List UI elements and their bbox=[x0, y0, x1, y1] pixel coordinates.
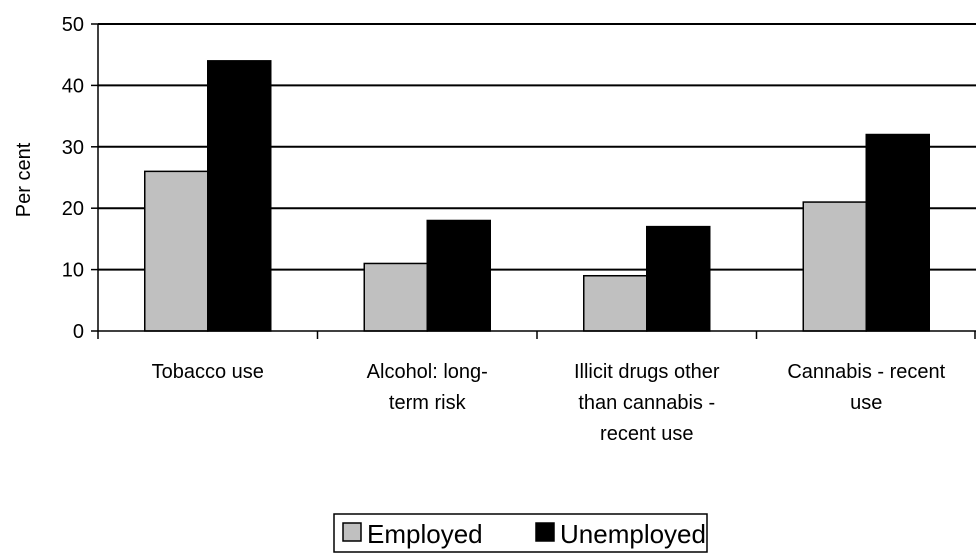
category-label: Cannabis - recent use bbox=[787, 361, 945, 414]
legend-swatch-employed bbox=[342, 522, 362, 542]
y-tick-label: 0 bbox=[73, 321, 84, 343]
y-axis-title: Per cent bbox=[13, 142, 35, 217]
y-tick-label: 10 bbox=[62, 260, 84, 282]
bar-unemployed bbox=[646, 225, 711, 332]
y-tick-label: 20 bbox=[62, 198, 84, 220]
axes bbox=[97, 24, 976, 339]
bar-unemployed bbox=[865, 133, 930, 332]
legend-label-unemployed: Unemployed bbox=[560, 519, 706, 549]
legend-label-employed: Employed bbox=[367, 519, 483, 549]
category-labels: Tobacco use Alcohol: long-term risk Illici… bbox=[152, 361, 946, 445]
bar-employed bbox=[802, 201, 867, 332]
category-label: Illicit drugs other than cannabis -recent… bbox=[574, 361, 720, 445]
bar-employed bbox=[363, 262, 428, 332]
category-label: Alcohol: long-term risk bbox=[367, 361, 488, 414]
y-tick-label: 30 bbox=[62, 137, 84, 159]
bars bbox=[144, 60, 930, 332]
y-axis-ticks: 0 10 20 30 40 50 bbox=[62, 14, 98, 343]
y-tick-label: 50 bbox=[62, 14, 84, 36]
bar-unemployed bbox=[426, 219, 491, 332]
bar-employed bbox=[583, 274, 648, 332]
category-label: Tobacco use bbox=[152, 361, 264, 383]
legend: Employed Unemployed bbox=[333, 513, 708, 553]
legend-swatch-unemployed bbox=[535, 522, 555, 542]
legend-box bbox=[333, 513, 708, 553]
bar-employed bbox=[144, 170, 209, 332]
y-tick-label: 40 bbox=[62, 75, 84, 97]
bar-unemployed bbox=[207, 60, 272, 332]
